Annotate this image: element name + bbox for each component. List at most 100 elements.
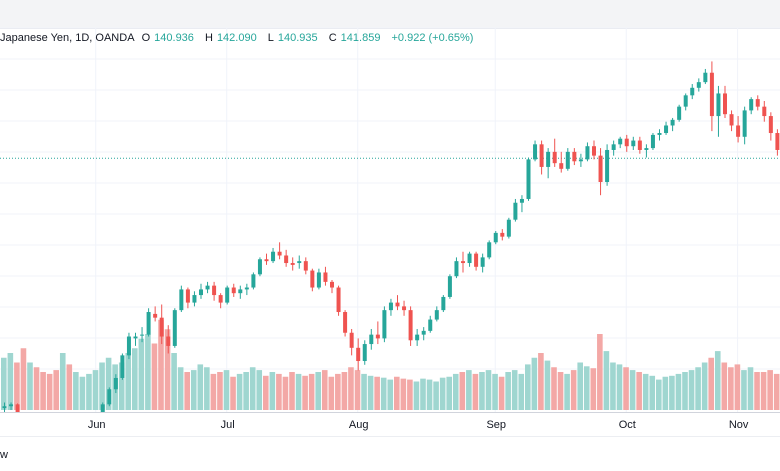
volume-bar <box>688 370 695 410</box>
candle-body <box>559 163 564 169</box>
candle-body <box>264 259 269 262</box>
candle-body <box>592 146 596 156</box>
volume-bar <box>472 373 479 410</box>
volume-bar <box>197 364 204 410</box>
candle-body <box>749 99 754 111</box>
candle-body <box>677 106 682 120</box>
volume-bar <box>466 370 472 410</box>
candlestick-chart[interactable] <box>0 0 780 412</box>
ohlc-open: O 140.936 <box>141 32 194 44</box>
price-change: +0.922 (+0.65%) <box>391 32 474 44</box>
candle-body <box>349 332 354 348</box>
candle-body <box>212 285 217 296</box>
volume-bar <box>616 364 623 410</box>
volume-bar <box>459 372 466 410</box>
candle-body <box>421 330 426 335</box>
candle-body <box>356 347 361 362</box>
candle-body <box>185 289 190 303</box>
candle-body <box>113 377 118 390</box>
volume-bar <box>33 367 40 410</box>
candle-body <box>723 93 727 115</box>
candle-body <box>775 133 780 150</box>
volume-bar <box>243 372 249 410</box>
volume-bar <box>452 373 459 410</box>
volume-bar <box>7 353 14 410</box>
candle-body <box>500 232 505 237</box>
volume-bar <box>760 372 767 410</box>
time-axis[interactable]: Jun Jul Aug Sep Oct Nov <box>0 412 780 437</box>
candle-body <box>506 219 511 237</box>
candle-body <box>461 261 465 264</box>
candle-body <box>395 302 400 307</box>
candle-body <box>159 317 164 337</box>
volume-bar <box>400 378 407 410</box>
volume-bar <box>525 364 531 410</box>
volume-bar <box>544 360 551 410</box>
volume-bar <box>269 372 276 410</box>
volume-bar <box>230 376 236 410</box>
candle-body <box>166 336 171 346</box>
volume-bar <box>164 329 171 410</box>
volume-bar <box>623 367 629 410</box>
volume-bar <box>374 376 380 410</box>
candle-body <box>578 159 583 162</box>
volume-bar <box>629 370 636 410</box>
volume-bar <box>125 353 132 410</box>
volume-bar <box>433 381 439 410</box>
candle-body <box>736 125 741 137</box>
volume-bar <box>73 372 79 410</box>
volume-bar <box>367 375 374 410</box>
candle-body <box>343 312 348 333</box>
x-tick-label: Aug <box>348 419 369 431</box>
symbol-title[interactable]: Japanese Yen, 1D, OANDA <box>0 32 135 44</box>
candle-body <box>133 336 138 339</box>
candle-body <box>126 336 131 356</box>
volume-bar <box>40 372 46 410</box>
candle-body <box>153 313 158 318</box>
x-tick-label: Sep <box>486 419 507 431</box>
chart-footer: w <box>0 436 780 471</box>
candle-body <box>277 251 282 256</box>
candle-body <box>565 151 570 169</box>
candle-body <box>297 261 302 264</box>
volume-bar <box>348 367 354 410</box>
volume-bar <box>361 373 367 410</box>
volume-bar <box>446 376 452 410</box>
candle-body <box>690 87 695 96</box>
candle-body <box>388 302 393 311</box>
candle-body <box>637 140 642 150</box>
volume-bar <box>204 367 210 410</box>
candle-body <box>729 114 734 126</box>
volume-bar <box>138 338 145 410</box>
candle-body <box>546 151 551 167</box>
candle-body <box>382 310 387 339</box>
volume-bar <box>701 362 708 410</box>
candle-body <box>179 289 184 311</box>
volume-bar <box>315 372 321 410</box>
footer-text[interactable]: w <box>0 449 8 461</box>
volume-bar <box>59 353 66 410</box>
volume-bar <box>118 362 125 410</box>
volume-bar <box>53 370 59 410</box>
volume-bar <box>642 373 649 410</box>
candle-body <box>742 110 747 137</box>
volume-bar <box>518 373 525 410</box>
volume-bar <box>597 334 603 410</box>
candle-body <box>526 159 531 199</box>
candle-body <box>768 116 773 134</box>
candle-body <box>408 310 413 341</box>
volume-bar <box>439 377 446 410</box>
volume-bar <box>538 353 544 410</box>
candle-body <box>474 253 479 267</box>
volume-bar <box>767 370 773 410</box>
ohlc-low: L 140.935 <box>267 32 318 44</box>
candle-body <box>303 261 308 271</box>
volume-bar <box>551 367 557 410</box>
volume-bar <box>728 367 734 410</box>
volume-bar <box>754 372 760 410</box>
volume-bar <box>479 372 485 410</box>
volume-bar <box>682 372 688 410</box>
volume-bar <box>649 375 656 410</box>
candle-body <box>585 146 590 160</box>
